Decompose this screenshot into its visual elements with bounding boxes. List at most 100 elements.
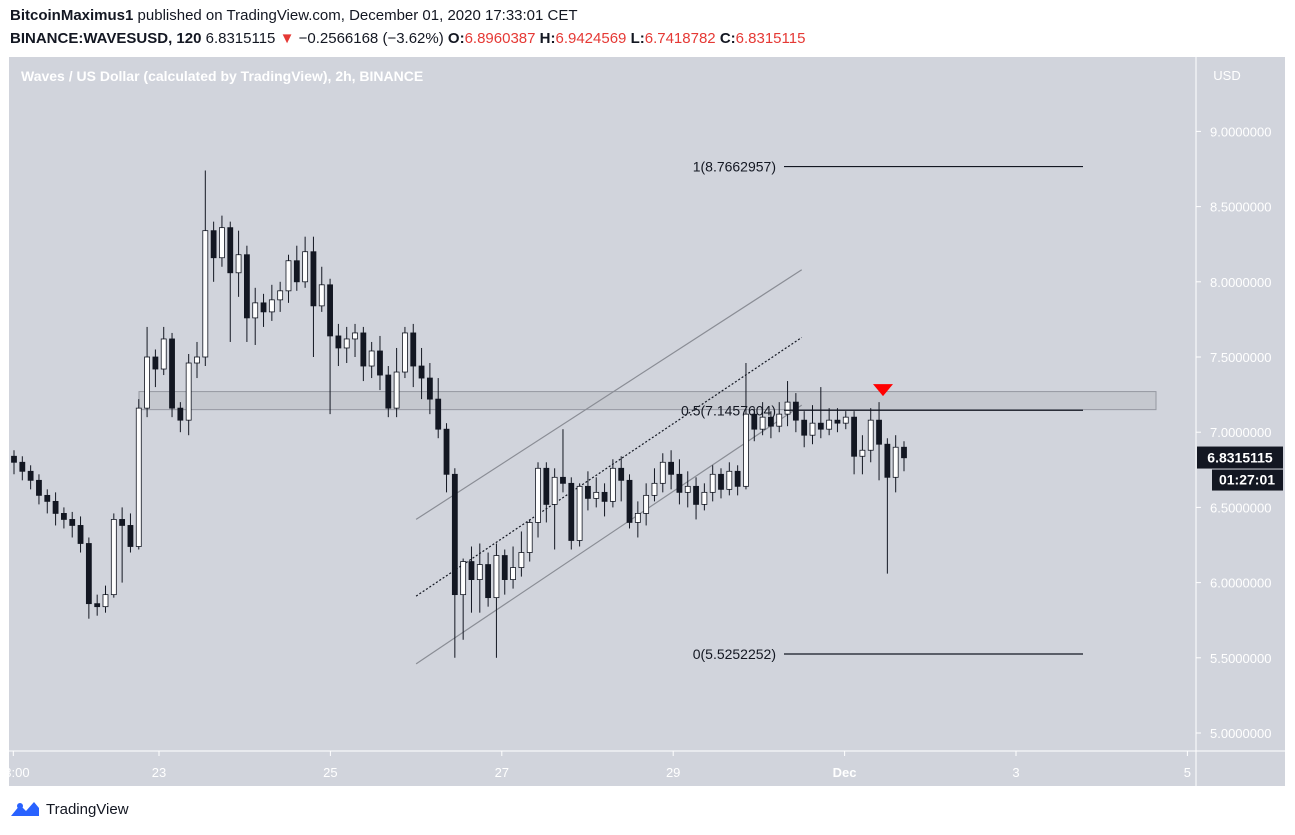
footer-brand[interactable]: TradingView (10, 800, 129, 818)
candle-body (684, 485, 691, 493)
x-tick-label: 23 (152, 765, 166, 780)
candle-body (185, 362, 192, 421)
publish-info: published on TradingView.com, December 0… (133, 7, 578, 24)
candle-body (335, 335, 342, 349)
candle-body (801, 419, 808, 436)
symbol-label: BINANCE:WAVESUSD, 120 (10, 30, 202, 47)
last-price-badge (1197, 446, 1283, 469)
change-value: −0.2566168 (−3.62%) (298, 30, 444, 47)
candle-body (817, 422, 824, 430)
candle-body (601, 491, 608, 502)
x-tick-label: 5 (1184, 765, 1191, 780)
candle-body (618, 467, 625, 481)
candle-body (368, 350, 375, 367)
candle-body (61, 513, 67, 520)
y-tick-label: 6.5000000 (1210, 500, 1271, 515)
candle-body (834, 419, 841, 424)
candle-body (127, 525, 134, 547)
close-value: 6.8315115 (735, 30, 806, 47)
candle-body (210, 230, 217, 259)
candle-body (327, 284, 333, 337)
candle-body (160, 338, 167, 370)
candle-body (468, 561, 475, 580)
candle-body (293, 260, 300, 283)
y-tick-label: 5.5000000 (1210, 651, 1271, 666)
last-price-label: 6.8315115 (1207, 450, 1273, 466)
channel-middle-line (415, 336, 803, 597)
low-value: 6.7418782 (644, 30, 716, 47)
countdown-badge (1212, 469, 1283, 491)
candle-body (709, 473, 716, 493)
candle-body (768, 416, 774, 427)
low-label: L: (630, 30, 645, 47)
candle-body (268, 299, 275, 313)
candle-body (892, 446, 899, 478)
candle-body (393, 371, 400, 409)
candle-body (876, 419, 882, 445)
candle-body (759, 416, 766, 430)
candle-body (568, 482, 575, 541)
candle-body (451, 473, 458, 596)
candle-body (668, 461, 675, 475)
candle-body (252, 302, 259, 319)
candle-body (751, 413, 758, 430)
candle-body (560, 476, 566, 484)
candle-body (52, 500, 59, 514)
resistance-zone (138, 391, 1157, 411)
chart-title: Waves / US Dollar (calculated by Trading… (21, 68, 423, 84)
quote-line: BINANCE:WAVESUSD, 120 6.8315115 ▼ −0.256… (10, 30, 805, 47)
candle-body (851, 416, 857, 457)
high-value: 6.9424569 (555, 30, 627, 47)
candle-body (135, 407, 142, 547)
candle-body (94, 603, 101, 608)
y-tick-label: 8.0000000 (1210, 275, 1271, 290)
x-tick-label: Dec (833, 765, 857, 780)
candle-body (443, 428, 450, 475)
candle-body (634, 513, 641, 523)
candle-body (659, 461, 666, 484)
candle-body (476, 564, 483, 580)
open-value: 6.8960387 (464, 30, 536, 47)
candle-body (377, 350, 383, 376)
high-label: H: (539, 30, 556, 47)
candle-body (177, 407, 184, 421)
candle-body (144, 356, 150, 409)
candle-body (410, 332, 417, 367)
currency-label: USD (1213, 68, 1240, 83)
candle-body (318, 284, 325, 307)
candle-body (418, 365, 425, 379)
candle-body (243, 254, 250, 319)
candle-body (884, 443, 891, 478)
chart-area[interactable]: Waves / US Dollar (calculated by Trading… (9, 57, 1285, 786)
channel-upper-line (415, 269, 803, 520)
candle-body (169, 338, 175, 409)
price-chart[interactable]: Waves / US Dollar (calculated by Trading… (9, 57, 1285, 786)
candle-body (776, 413, 783, 427)
candle-body (585, 485, 591, 499)
candle-body (343, 338, 350, 349)
author-name[interactable]: BitcoinMaximus1 (10, 7, 134, 24)
candle-body (734, 470, 741, 487)
candle-body (593, 491, 600, 499)
candle-body (202, 230, 209, 358)
x-tick-label: 25 (323, 765, 337, 780)
candle-body (310, 251, 317, 307)
candle-body (651, 482, 658, 496)
candle-body (693, 485, 699, 505)
candle-body (426, 377, 433, 400)
candle-body (36, 479, 42, 496)
close-label: C: (719, 30, 736, 47)
candle-body (626, 479, 633, 523)
candle-body (385, 374, 392, 409)
candle-body (784, 401, 791, 415)
candle-body (609, 467, 616, 502)
candle-body (11, 455, 17, 463)
candle-body (110, 519, 117, 596)
candle-body (44, 494, 51, 502)
fib-level-label: 0.5(7.1457604) (681, 402, 776, 418)
candle-body (435, 398, 442, 430)
x-tick-label: 27 (495, 765, 509, 780)
fib-level-label: 1(8.7662957) (693, 159, 776, 175)
candle-body (302, 251, 309, 283)
candle-body (402, 332, 408, 373)
